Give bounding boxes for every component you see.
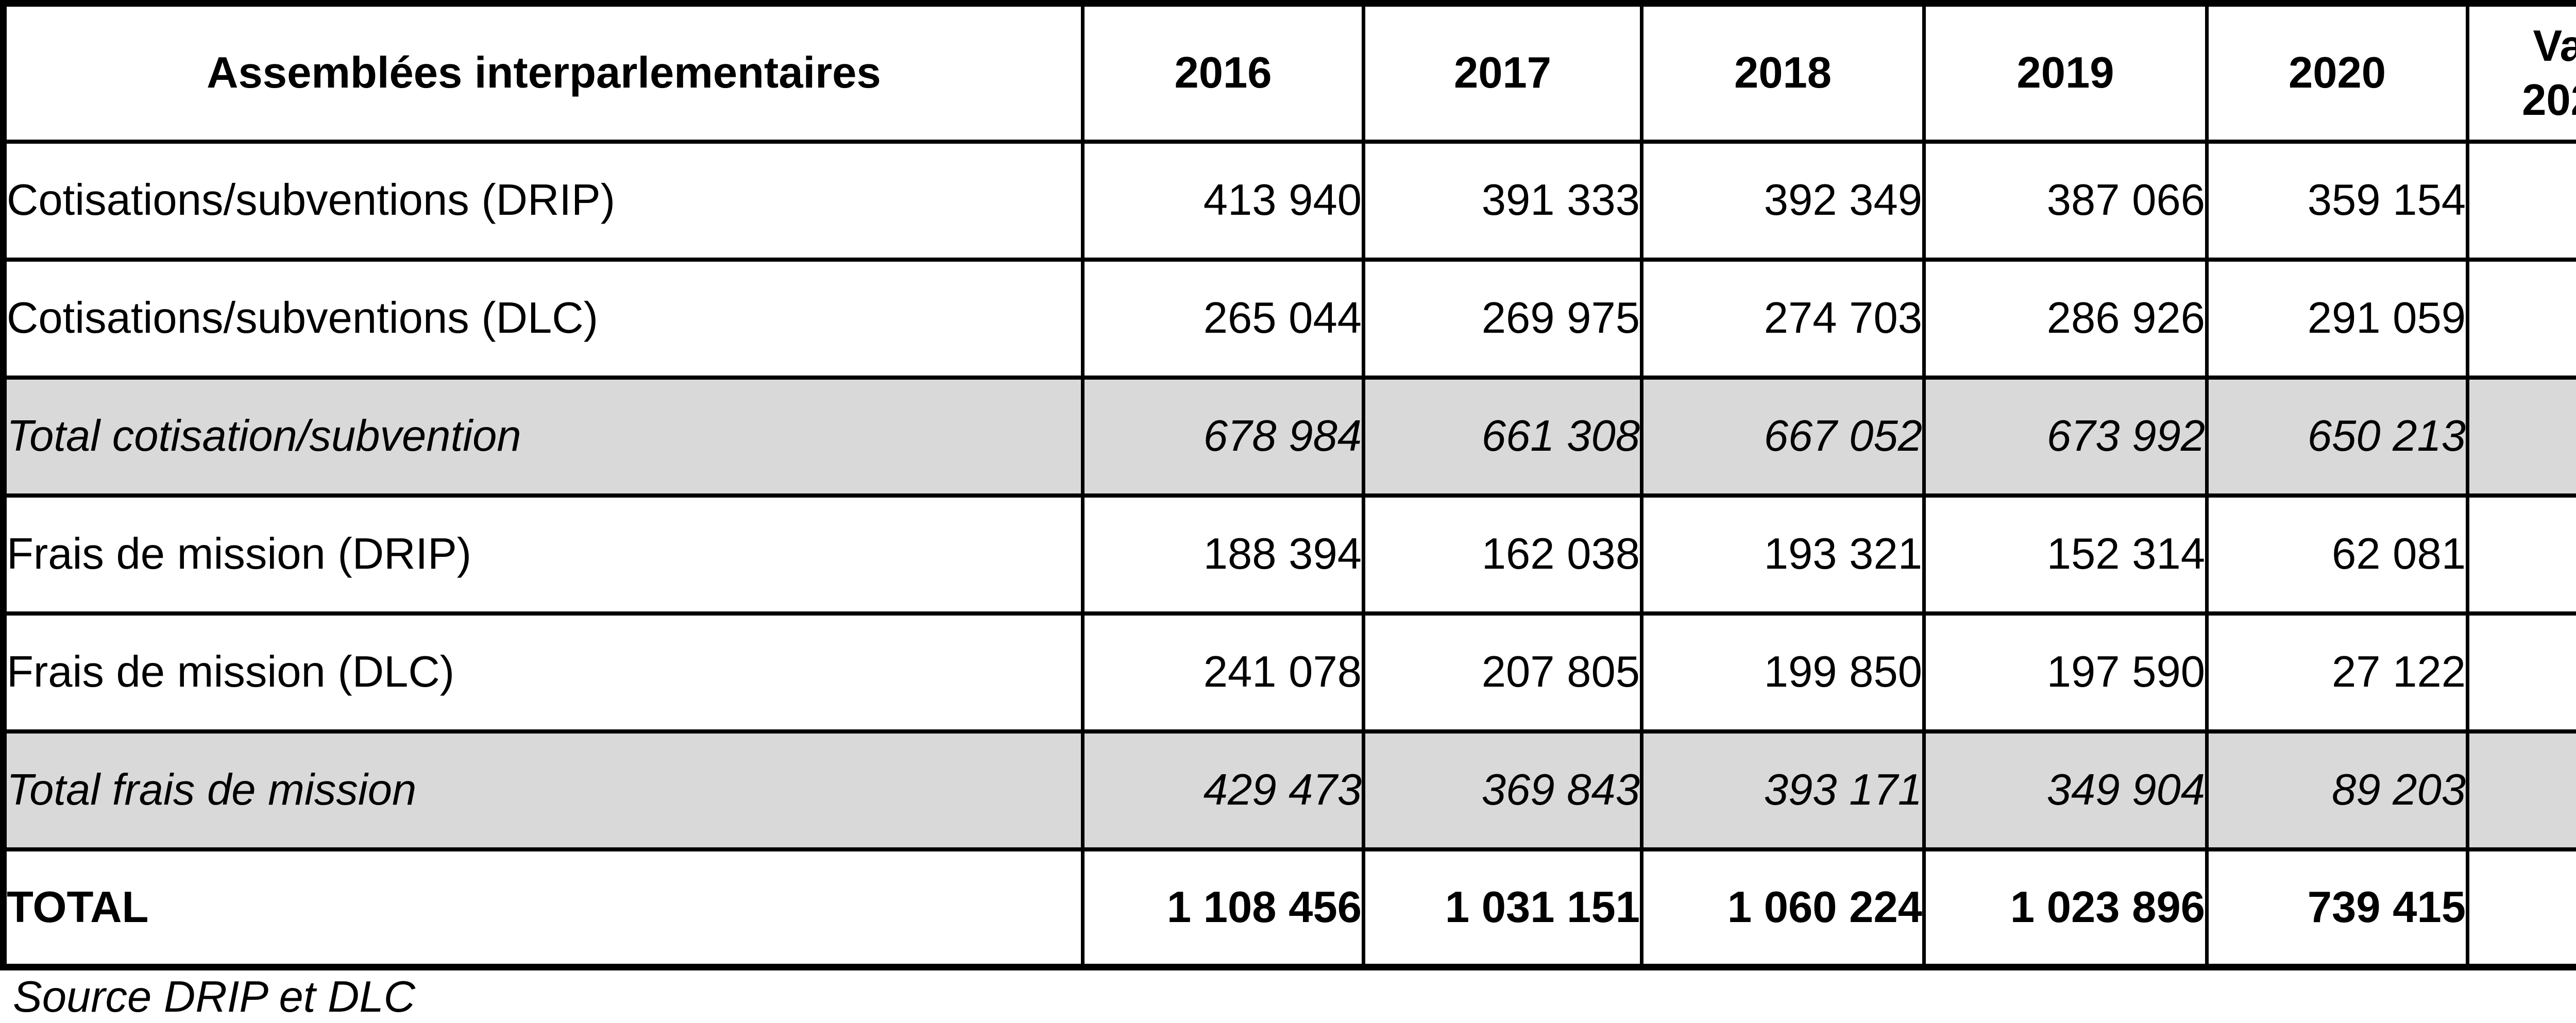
value-2020: 650 213 [2205, 375, 2469, 498]
value-2020: 27 122 [2205, 611, 2469, 734]
value-2019: 152 314 [1922, 493, 2209, 616]
value-2018: 1 060 224 [1640, 847, 1926, 969]
value-2018: 193 321 [1640, 493, 1926, 616]
table-row-cotisations-dlc: Cotisations/subventions (DLC) 265 044 26… [2, 257, 2576, 380]
value-2019: 197 590 [1922, 611, 2209, 734]
value-variation: -3,53% [2466, 375, 2576, 498]
table-row-cotisations-drip: Cotisations/subventions (DRIP) 413 940 3… [2, 139, 2576, 262]
value-2016: 678 984 [1081, 375, 1365, 498]
row-label: Frais de mission (DLC) [2, 611, 1084, 734]
value-2017: 661 308 [1362, 375, 1643, 498]
value-2019: 387 066 [1922, 139, 2209, 262]
value-variation: 1,44% [2466, 257, 2576, 380]
table-row-frais-drip: Frais de mission (DRIP) 188 394 162 038 … [2, 493, 2576, 616]
source-note: Source DRIP et DLC [13, 973, 416, 1021]
value-2019: 349 904 [1922, 729, 2209, 851]
value-2018: 392 349 [1640, 139, 1926, 262]
interparliamentary-assemblies-table: Assemblées interparlementaires 2016 2017… [0, 0, 2576, 970]
value-2019: 673 992 [1922, 375, 2209, 498]
value-2016: 1 108 456 [1081, 847, 1365, 969]
value-2017: 369 843 [1362, 729, 1643, 851]
value-2017: 207 805 [1362, 611, 1643, 734]
value-2020: 739 415 [2205, 847, 2469, 969]
table-row-total-cotisation: Total cotisation/subvention 678 984 661 … [2, 375, 2576, 498]
value-2016: 241 078 [1081, 611, 1365, 734]
row-label: Frais de mission (DRIP) [2, 493, 1084, 616]
value-variation: -7,21% [2466, 139, 2576, 262]
header-assemblies-label: Assemblées interparlementaires [2, 1, 1084, 144]
value-2016: 413 940 [1081, 139, 1365, 262]
value-variation: -74,51% [2466, 729, 2576, 851]
value-2017: 162 038 [1362, 493, 1643, 616]
row-label: Total frais de mission [2, 729, 1084, 851]
value-2017: 1 031 151 [1362, 847, 1643, 969]
header-variation-line1: Variation [2533, 21, 2576, 71]
table-row-total-frais: Total frais de mission 429 473 369 843 3… [2, 729, 2576, 851]
value-variation: -27,78% [2466, 847, 2576, 969]
value-2016: 429 473 [1081, 729, 1365, 851]
header-variation: Variation 2020/2019 [2466, 1, 2576, 144]
header-variation-line2: 2020/2019 [2522, 75, 2576, 125]
row-label: TOTAL [2, 847, 1084, 969]
row-label: Cotisations/subventions (DRIP) [2, 139, 1084, 262]
header-year-2020: 2020 [2205, 1, 2469, 144]
value-2018: 199 850 [1640, 611, 1926, 734]
value-2016: 265 044 [1081, 257, 1365, 380]
value-2020: 62 081 [2205, 493, 2469, 616]
header-year-2019: 2019 [1922, 1, 2209, 144]
row-label: Cotisations/subventions (DLC) [2, 257, 1084, 380]
value-2019: 286 926 [1922, 257, 2209, 380]
value-2020: 89 203 [2205, 729, 2469, 851]
header-year-2018: 2018 [1640, 1, 1926, 144]
header-year-2016: 2016 [1081, 1, 1365, 144]
table-row-frais-dlc: Frais de mission (DLC) 241 078 207 805 1… [2, 611, 2576, 734]
value-variation: -86,27% [2466, 611, 2576, 734]
table-row-grand-total: TOTAL 1 108 456 1 031 151 1 060 224 1 02… [2, 847, 2576, 969]
value-2018: 393 171 [1640, 729, 1926, 851]
value-2018: 667 052 [1640, 375, 1926, 498]
value-variation: -59,24% [2466, 493, 2576, 616]
header-year-2017: 2017 [1362, 1, 1643, 144]
value-2018: 274 703 [1640, 257, 1926, 380]
value-2020: 359 154 [2205, 139, 2469, 262]
row-label: Total cotisation/subvention [2, 375, 1084, 498]
table-header-row: Assemblées interparlementaires 2016 2017… [2, 1, 2576, 144]
value-2020: 291 059 [2205, 257, 2469, 380]
value-2017: 269 975 [1362, 257, 1643, 380]
value-2016: 188 394 [1081, 493, 1365, 616]
value-2019: 1 023 896 [1922, 847, 2209, 969]
value-2017: 391 333 [1362, 139, 1643, 262]
